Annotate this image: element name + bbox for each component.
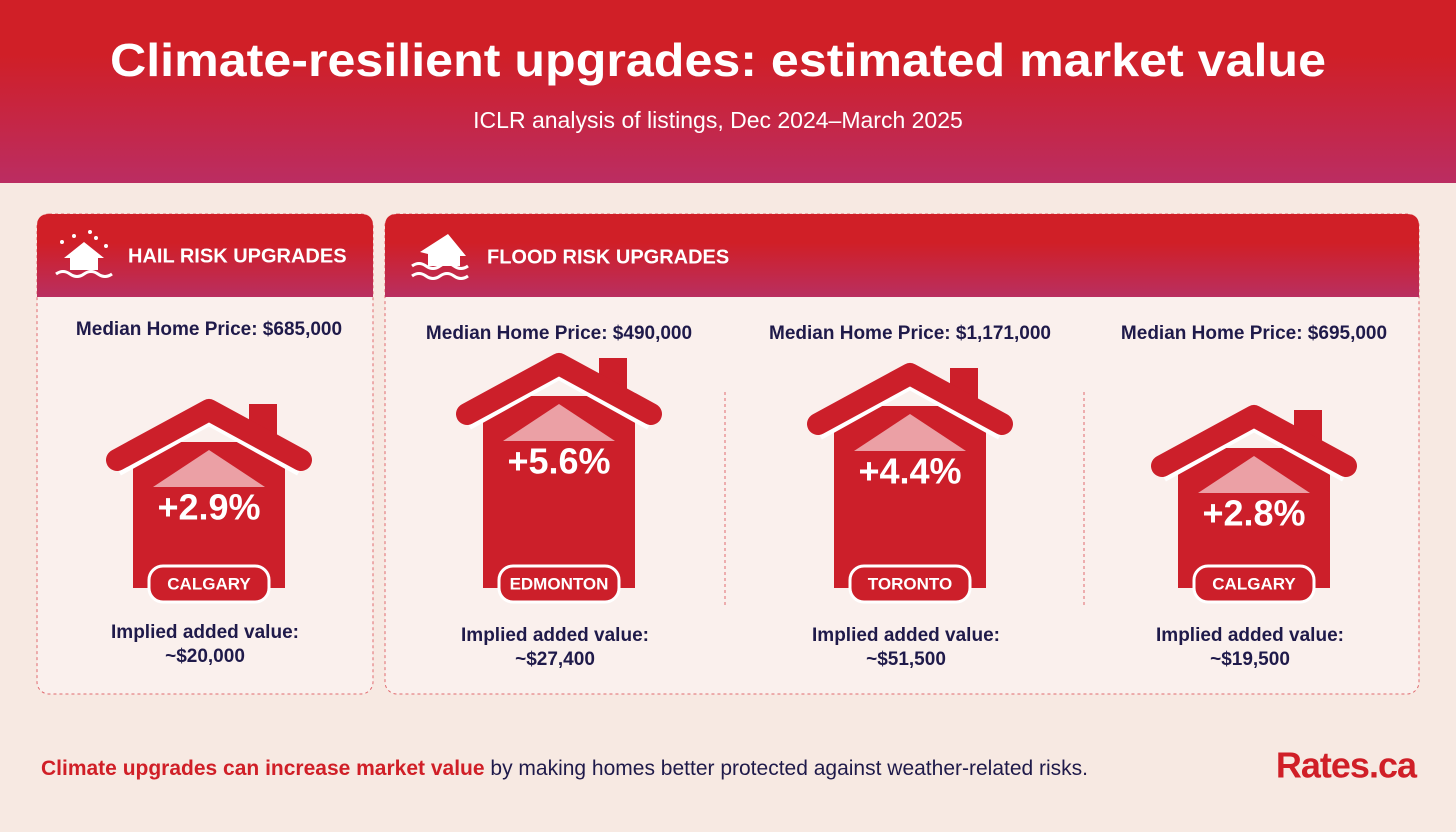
house-card: Median Home Price: $685,000 +2.9% CALGARY I… bbox=[76, 319, 342, 667]
roof-light bbox=[854, 414, 966, 451]
percent-change: +5.6% bbox=[507, 441, 610, 482]
median-price: Median Home Price: $685,000 bbox=[76, 319, 342, 340]
implied-label: Implied added value: bbox=[812, 625, 1000, 646]
implied-value: ~$19,500 bbox=[1210, 649, 1290, 670]
roof bbox=[456, 353, 662, 425]
city: TORONTO bbox=[868, 574, 952, 593]
footer-rest: by making homes better protected against… bbox=[490, 757, 1088, 780]
roof-light bbox=[503, 404, 615, 441]
median-price: Median Home Price: $490,000 bbox=[426, 323, 692, 344]
roof bbox=[106, 399, 312, 471]
percent-change: +2.9% bbox=[157, 487, 260, 528]
house-card: Median Home Price: $695,000 +2.8% CALGARY I… bbox=[1121, 323, 1387, 670]
implied-label: Implied added value: bbox=[461, 625, 649, 646]
house-card: Median Home Price: $490,000 +5.6% EDMONTON… bbox=[426, 323, 692, 670]
percent-change: +4.4% bbox=[858, 451, 961, 492]
median-price: Median Home Price: $695,000 bbox=[1121, 323, 1387, 344]
panel-header bbox=[385, 214, 1419, 297]
roof-light bbox=[153, 450, 265, 487]
flood-icon bbox=[411, 234, 469, 280]
house-card: Median Home Price: $1,171,000 +4.4% TORONT… bbox=[769, 323, 1051, 670]
footer-text: Climate upgrades can increase market val… bbox=[41, 757, 1088, 780]
panel-header bbox=[37, 214, 373, 297]
footer-emphasis: Climate upgrades can increase market val… bbox=[41, 757, 485, 780]
city: CALGARY bbox=[167, 574, 251, 593]
panel-title: HAIL RISK UPGRADES bbox=[128, 245, 347, 267]
header-band bbox=[0, 0, 1456, 183]
city-pill bbox=[848, 564, 972, 604]
city-pill bbox=[1192, 564, 1316, 604]
implied-value: ~$20,000 bbox=[165, 646, 245, 667]
city: EDMONTON bbox=[510, 574, 609, 593]
implied-label: Implied added value: bbox=[111, 622, 299, 643]
panel-title: FLOOD RISK UPGRADES bbox=[487, 246, 729, 268]
items: Median Home Price: $685,000 +2.9% CALGARY I… bbox=[76, 319, 1387, 670]
percent-change: +2.8% bbox=[1202, 493, 1305, 534]
median-price: Median Home Price: $1,171,000 bbox=[769, 323, 1051, 344]
city-pill bbox=[497, 564, 621, 604]
subtitle: ICLR analysis of listings, Dec 2024–Marc… bbox=[473, 107, 963, 133]
roof-light bbox=[1198, 456, 1310, 493]
city: CALGARY bbox=[1212, 574, 1296, 593]
implied-label: Implied added value: bbox=[1156, 625, 1344, 646]
roof bbox=[1151, 405, 1357, 477]
title: Climate-resilient upgrades: estimated ma… bbox=[110, 34, 1326, 86]
logo: Rates.ca bbox=[1276, 745, 1418, 786]
city-pill bbox=[147, 564, 271, 604]
implied-value: ~$51,500 bbox=[866, 649, 946, 670]
hail-icon bbox=[55, 230, 113, 278]
implied-value: ~$27,400 bbox=[515, 649, 595, 670]
roof bbox=[807, 363, 1013, 435]
